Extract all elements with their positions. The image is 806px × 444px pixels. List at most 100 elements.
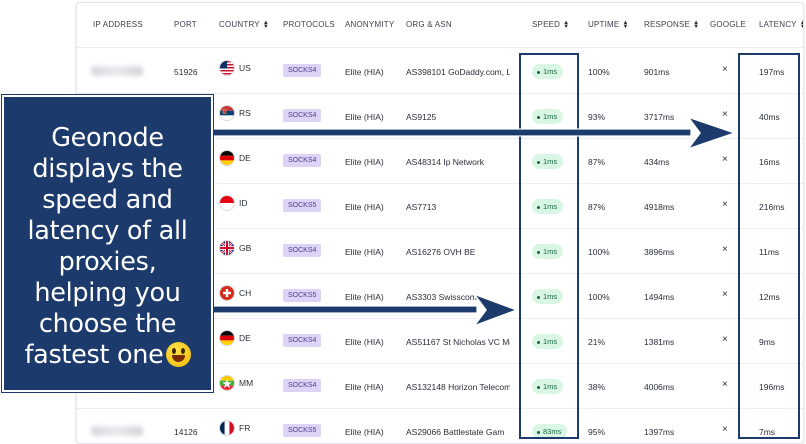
callout-box: Geonode displays the speed and latency o… [2,95,213,392]
sort-icon[interactable]: ▲▼ [800,20,803,30]
google-cross-icon: × [722,244,728,255]
table-row[interactable]: 51926 US SOCKS4 Elite (HIA) AS398101 GoDaddy… [77,48,803,94]
anonymity-cell: Elite (HIA) [345,67,384,77]
ip-address-blurred [91,66,143,76]
header-latency[interactable]: LATENCY▲▼ [759,20,803,30]
callout-line: Geonode [51,123,164,153]
org-cell: AS16276 OVH BE [406,247,476,257]
google-cross-icon: × [722,109,728,120]
speed-badge: 1ms [532,244,564,259]
response-cell: 4918ms [644,202,675,212]
port-cell: 14126 [174,427,198,437]
org-cell: AS29066 Battlestate Gam [406,427,505,437]
speed-badge: 1ms [532,154,564,169]
org-cell: AS7713 [406,202,437,212]
speed-value: 1ms [543,67,558,76]
country-code: RS [239,108,251,118]
google-cross-icon: × [722,199,728,210]
speed-value: 1ms [543,112,558,121]
uptime-cell: 93% [588,112,606,122]
latency-cell: 40ms [759,112,780,122]
mm-flag-icon [219,375,235,391]
uptime-cell: 87% [588,202,606,212]
status-dot-icon [537,385,540,389]
org-cell: AS51167 St Nicholas VC Mo [406,337,510,347]
org-cell: AS9125 [406,112,437,122]
header-response[interactable]: RESPONSE ▲ ▼ [644,19,700,30]
uptime-cell: 21% [588,337,606,347]
fr-flag-icon [219,420,235,436]
uptime-cell: 95% [588,427,606,437]
response-cell: 3717ms [644,112,675,122]
speed-value: 1ms [543,337,558,346]
latency-cell: 9ms [759,337,776,347]
speed-value: 83ms [543,427,562,436]
header-latency-label: LATENCY [759,20,797,29]
de-flag-icon [219,330,235,346]
speed-value: 1ms [543,247,558,256]
header-uptime-label: UPTIME [588,20,620,29]
status-dot-icon [537,295,540,299]
speed-badge: 1ms [532,334,564,349]
callout-line: helping you [34,278,181,308]
sort-icon[interactable]: ▲▼ [563,19,570,30]
google-cross-icon: × [722,289,728,300]
response-cell: 1381ms [644,337,675,347]
protocol-badge: SOCKS5 [283,289,322,302]
latency-cell: 197ms [759,67,785,77]
latency-cell: 11ms [759,247,780,257]
anonymity-cell: Elite (HIA) [345,112,384,122]
header-ip: IP ADDRESS [93,20,143,29]
response-cell: 1494ms [644,292,675,302]
header-speed-label: SPEED [532,20,561,29]
ip-address-blurred [91,426,143,436]
uptime-cell: 100% [588,67,610,77]
response-cell: 3896ms [644,247,675,257]
anonymity-cell: Elite (HIA) [345,337,384,347]
speed-value: 1ms [543,157,558,166]
anonymity-cell: Elite (HIA) [345,292,384,302]
table-header: IP ADDRESS PORT COUNTRY ▲ ▼ PROTOCOLS ANON… [77,3,803,48]
header-anonymity: ANONYMITY [345,20,395,29]
header-uptime[interactable]: UPTIME ▲ ▼ [588,19,629,30]
header-country[interactable]: COUNTRY ▲ ▼ [219,19,269,30]
latency-cell: 196ms [759,382,785,392]
header-port: PORT [174,20,197,29]
response-cell: 901ms [644,67,670,77]
protocol-badge: SOCKS5 [283,424,322,437]
latency-cell: 16ms [759,157,780,167]
gb-flag-icon [219,240,235,256]
speed-badge: 1ms [532,379,564,394]
sort-icon[interactable]: ▲▼ [622,19,629,30]
header-country-label: COUNTRY [219,20,260,29]
latency-cell: 7ms [759,427,776,437]
table-row[interactable]: GB SOCKS4 Elite (HIA) AS16276 OVH BE 1ms 100%… [77,228,803,274]
speed-value: 1ms [543,202,558,211]
protocol-badge: SOCKS4 [283,154,322,167]
status-dot-icon [537,250,540,254]
uptime-cell: 38% [588,382,606,392]
callout-line-last: fastest one [4,340,211,371]
country-code: DE [239,333,251,343]
table-row[interactable]: 14126 FR SOCKS5 Elite (HIA) AS29066 Battlest… [77,408,803,443]
response-cell: 434ms [644,157,670,167]
anonymity-cell: Elite (HIA) [345,382,384,392]
speed-column-highlight [519,53,579,439]
callout-line: proxies, [58,247,157,277]
uptime-cell: 87% [588,157,606,167]
sort-icon[interactable]: ▲▼ [262,19,269,30]
country-code: FR [239,423,251,433]
protocol-badge: SOCKS4 [283,379,322,392]
header-google: GOOGLE [710,20,746,29]
callout-line: fastest one [24,340,164,370]
protocol-badge: SOCKS4 [283,109,322,122]
speed-badge: 1ms [532,289,564,304]
callout-line: choose the [38,309,177,339]
country-code: GB [239,243,252,253]
sort-icon[interactable]: ▲▼ [693,19,700,30]
ch-flag-icon [219,285,235,301]
uptime-cell: 100% [588,247,610,257]
uptime-cell: 100% [588,292,610,302]
google-cross-icon: × [722,424,728,435]
header-speed[interactable]: SPEED ▲ ▼ [532,19,570,30]
